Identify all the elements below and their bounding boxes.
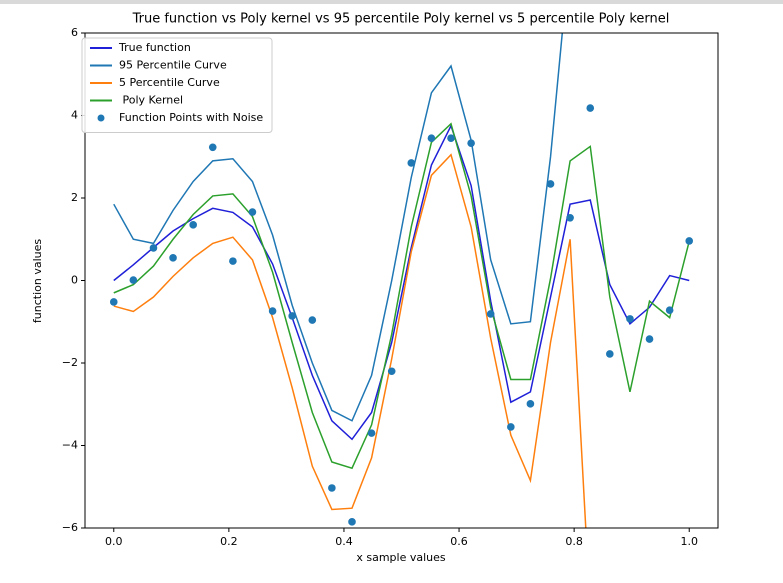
y-tick-label: 2 <box>71 191 78 204</box>
data-point <box>129 276 138 284</box>
window-frame <box>0 0 783 4</box>
data-point <box>546 180 555 188</box>
x-tick-label: 0.6 <box>450 535 468 548</box>
plot-frame <box>84 32 719 529</box>
data-point <box>507 423 515 431</box>
data-point <box>288 312 296 320</box>
data-point <box>685 237 694 245</box>
data-point <box>348 518 356 526</box>
x-tick-label: 1.0 <box>680 535 698 548</box>
y-tick-label: −4 <box>62 439 78 452</box>
y-tick-label: 0 <box>71 274 78 287</box>
data-point <box>407 159 416 167</box>
data-point <box>229 257 237 265</box>
data-point <box>387 367 396 376</box>
data-point <box>467 139 475 147</box>
x-tick-label: 0.2 <box>220 535 238 548</box>
series-line <box>113 33 564 422</box>
plot-area <box>109 33 694 528</box>
legend-label: 95 Percentile Curve <box>119 59 227 72</box>
x-axis-label: x sample values <box>356 551 446 564</box>
data-point <box>149 244 158 252</box>
data-point <box>526 400 535 408</box>
series-line <box>113 123 690 441</box>
legend-label: Function Points with Noise <box>119 111 263 124</box>
x-tick-label: 0.0 <box>105 535 123 548</box>
data-point <box>586 104 595 112</box>
y-axis-label: function values <box>31 239 44 323</box>
legend-label: 5 Percentile Curve <box>119 76 220 89</box>
data-point <box>109 298 118 306</box>
y-tick-label: 6 <box>71 26 78 39</box>
y-tick-label: −2 <box>62 356 78 369</box>
chart-title: True function vs Poly kernel vs 95 perce… <box>132 12 670 27</box>
y-tick-label: −6 <box>62 521 78 534</box>
data-point <box>169 254 177 262</box>
data-point <box>606 350 614 358</box>
data-point <box>328 484 336 492</box>
data-point <box>447 134 455 142</box>
data-point <box>427 134 436 142</box>
data-point <box>248 208 257 216</box>
data-point <box>665 306 674 315</box>
series-line <box>113 122 690 470</box>
data-point <box>566 214 574 222</box>
data-point <box>367 429 376 437</box>
legend-label: True function <box>118 41 191 54</box>
data-point <box>208 143 217 152</box>
data-point <box>308 316 317 324</box>
x-tick-label: 0.4 <box>335 535 353 548</box>
legend-box <box>81 37 273 133</box>
x-tick-label: 0.8 <box>565 535 583 548</box>
data-point <box>645 335 654 343</box>
data-point <box>486 310 495 318</box>
data-point <box>268 307 277 315</box>
data-point <box>626 315 634 323</box>
y-tick-label: 4 <box>71 109 78 122</box>
legend-label: Poly Kernel <box>119 94 183 107</box>
data-point <box>189 221 197 229</box>
legend-marker <box>97 114 105 122</box>
series-line <box>113 153 587 528</box>
